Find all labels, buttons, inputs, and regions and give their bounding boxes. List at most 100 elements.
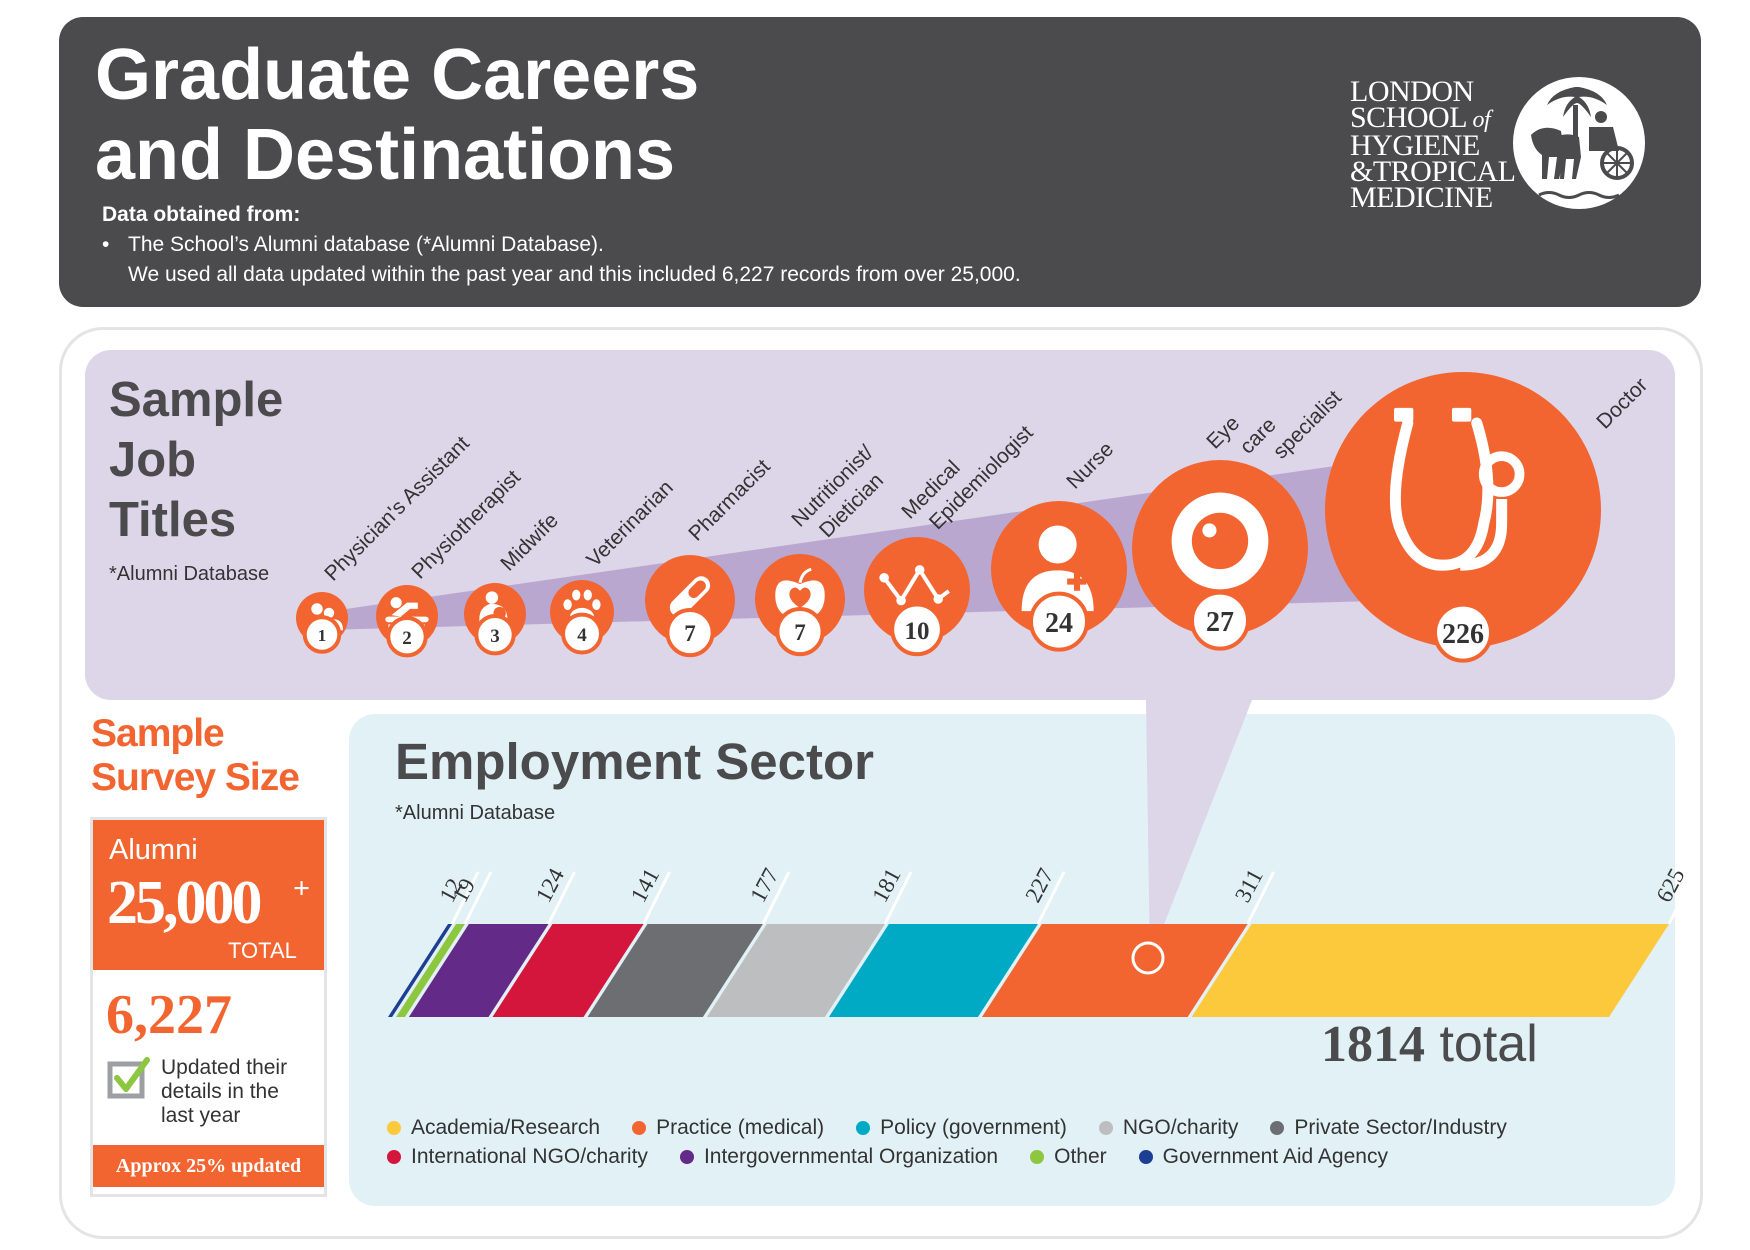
- approx-updated-banner: Approx 25% updated: [93, 1145, 324, 1187]
- alumni-total-panel: Alumni 25,000 + TOTAL: [93, 820, 324, 970]
- legend-label: Academia/Research: [411, 1116, 601, 1139]
- job-titles-panel: 1 Physician's Assistant 2 Physiotherapist 3 M…: [85, 350, 1675, 700]
- heading-line: Job: [109, 433, 197, 487]
- job-title-label: Veterinarian: [582, 476, 678, 572]
- job-count: 2: [402, 628, 412, 649]
- legend-label: Other: [1054, 1145, 1107, 1168]
- count-badge: [302, 615, 342, 654]
- legend-item: Policy (government): [856, 1116, 1067, 1140]
- logo-line: HYGIENE: [1350, 129, 1480, 162]
- job-bubble: [1325, 372, 1601, 648]
- legend-item: Government Aid Agency: [1138, 1145, 1388, 1169]
- job-count: 7: [794, 620, 806, 645]
- employment-sector-heading: Employment Sector: [395, 733, 874, 790]
- legend-label: Intergovernmental Organization: [703, 1145, 999, 1168]
- job-count: 1: [318, 626, 327, 645]
- legend-swatch: [387, 1121, 401, 1135]
- job-count: 3: [490, 626, 500, 647]
- source-line-1: The School’s Alumni database (*Alumni Da…: [128, 233, 604, 256]
- legend-label: Private Sector/Industry: [1294, 1116, 1507, 1139]
- logo-line: &TROPICAL: [1350, 155, 1516, 188]
- graph-icon: [879, 565, 950, 606]
- checkbox-checked-icon: [107, 1057, 150, 1099]
- header-banner: Graduate Careers and Destinations Data o…: [59, 17, 1701, 307]
- job-count: 24: [1045, 608, 1073, 639]
- legend-label: International NGO/charity: [411, 1145, 648, 1168]
- count-badge: [561, 612, 603, 655]
- employment-sector-note: *Alumni Database: [395, 802, 556, 824]
- updated-count: 6,227: [106, 984, 232, 1046]
- legend-label: Policy (government): [880, 1116, 1067, 1139]
- count-badge: [1190, 590, 1250, 651]
- description-line: details in the: [161, 1080, 279, 1103]
- job-count: 27: [1206, 607, 1234, 638]
- count-badge: [1029, 591, 1089, 652]
- eye-icon: [1171, 492, 1269, 590]
- legend-label: Government Aid Agency: [1162, 1145, 1388, 1168]
- count-badge: [890, 602, 944, 657]
- job-title-label: Doctor: [1592, 374, 1652, 434]
- alumni-label: Alumni: [109, 834, 198, 866]
- job-titles-heading: Sample Job Titles: [109, 370, 309, 550]
- legend-item: Other: [1030, 1145, 1107, 1169]
- heading-line: Sample: [109, 373, 284, 427]
- legend-label: Practice (medical): [656, 1116, 825, 1139]
- title-line-2: and Destinations: [95, 115, 676, 195]
- job-title-label: Nurse: [1062, 438, 1118, 494]
- count-badge: [775, 606, 825, 657]
- legend-swatch: [1098, 1121, 1113, 1135]
- job-title-label: Midwife: [496, 509, 563, 576]
- legend-item: NGO/charity: [1098, 1116, 1239, 1140]
- legend-item: Private Sector/Industry: [1270, 1116, 1507, 1140]
- job-count: 226: [1442, 619, 1484, 650]
- source-heading: Data obtained from:: [102, 203, 301, 226]
- count-badge: [665, 607, 715, 658]
- job-count: 7: [684, 621, 696, 646]
- apple-icon: [775, 567, 825, 621]
- legend-row: International NGO/charity Intergovernment…: [387, 1145, 1647, 1169]
- job-title-label: Pharmacist: [684, 455, 775, 546]
- heading-line: Titles: [109, 493, 237, 547]
- job-title-label: Physician's Assistant: [320, 432, 474, 586]
- bullet-icon: •: [102, 233, 110, 256]
- job-title-8: 24 Nurse: [991, 438, 1127, 652]
- legend-item: International NGO/charity: [387, 1145, 648, 1169]
- logo-line: MEDICINE: [1350, 181, 1493, 214]
- sector-total-label: total: [1439, 1015, 1538, 1073]
- legend-swatch: [387, 1150, 401, 1164]
- job-count: 10: [905, 618, 930, 645]
- job-titles-note: *Alumni Database: [109, 563, 270, 585]
- school-logo-text: LONDON SCHOOL of HYGIENE &TROPICAL MEDIC…: [1350, 77, 1520, 214]
- legend-swatch: [1270, 1121, 1285, 1135]
- source-line-2: We used all data updated within the past…: [128, 263, 1021, 286]
- survey-size-heading: Sample Survey Size: [91, 712, 300, 800]
- sector-legend: Academia/Research Practice (medical) Polic…: [387, 1116, 1647, 1174]
- legend-row: Academia/Research Practice (medical) Polic…: [387, 1116, 1647, 1140]
- heading-line: Sample: [91, 712, 225, 755]
- count-badge: [1433, 602, 1493, 663]
- job-bubble: [864, 537, 970, 643]
- description-line: last year: [161, 1104, 241, 1127]
- legend-swatch: [632, 1121, 647, 1135]
- job-title-10: 226 Doctor: [1325, 372, 1652, 663]
- legend-swatch: [856, 1121, 871, 1135]
- alumni-count: 25,000: [107, 869, 262, 937]
- legend-item: Practice (medical): [632, 1116, 824, 1140]
- logo-line: SCHOOL of: [1350, 101, 1491, 134]
- content-frame: [59, 327, 1703, 1239]
- stethoscope-icon: [1389, 407, 1525, 571]
- sector-total-value: 1814: [1321, 1016, 1425, 1073]
- sector-total: 1814 total: [1321, 1014, 1538, 1074]
- pill-icon: [669, 576, 711, 617]
- legend-swatch: [1030, 1150, 1045, 1164]
- count-badge: [386, 616, 428, 658]
- alumni-total-label: TOTAL: [228, 938, 297, 963]
- alumni-plus: +: [293, 872, 311, 905]
- description-line: Updated their: [161, 1056, 288, 1079]
- count-badge: [474, 614, 516, 656]
- legend-label: NGO/charity: [1122, 1116, 1239, 1139]
- page-title: Graduate Careers and Destinations: [95, 35, 699, 195]
- heading-line: Survey Size: [91, 756, 300, 799]
- school-seal-icon: [1513, 77, 1645, 209]
